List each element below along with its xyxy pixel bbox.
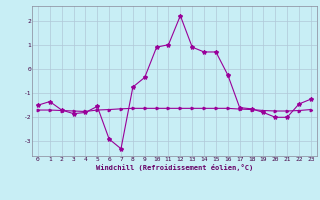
X-axis label: Windchill (Refroidissement éolien,°C): Windchill (Refroidissement éolien,°C) [96, 164, 253, 171]
